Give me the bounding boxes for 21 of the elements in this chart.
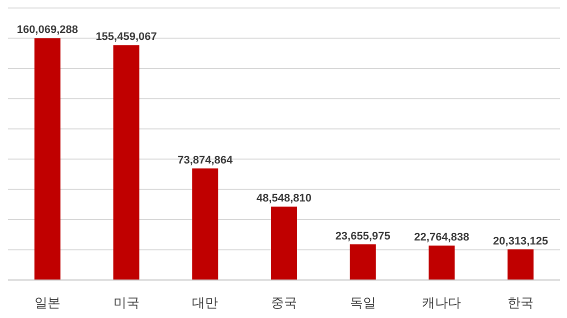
- bar: [34, 38, 60, 280]
- data-label: 48,548,810: [256, 192, 312, 205]
- x-tick-label: 중국: [271, 295, 297, 310]
- x-tick-label: 캐나다: [422, 295, 462, 310]
- bar: [271, 206, 297, 280]
- x-tick-label: 대만: [192, 295, 218, 310]
- data-label: 22,764,838: [414, 232, 470, 244]
- x-tick-label: 독일: [350, 295, 376, 310]
- data-label: 20,313,125: [493, 235, 548, 248]
- x-tick-label: 한국: [508, 295, 534, 310]
- data-label: 155,459,067: [96, 31, 157, 44]
- data-label: 23,655,975: [335, 230, 390, 242]
- bar: [350, 244, 376, 280]
- bar: [113, 45, 140, 280]
- bar: [192, 168, 218, 280]
- x-tick-label: 미국: [113, 295, 140, 310]
- bar: [508, 249, 534, 280]
- data-label: 73,874,864: [178, 154, 234, 166]
- x-tick-label: 일본: [34, 295, 60, 310]
- data-label: 160,069,288: [16, 24, 78, 36]
- bar: [428, 246, 455, 280]
